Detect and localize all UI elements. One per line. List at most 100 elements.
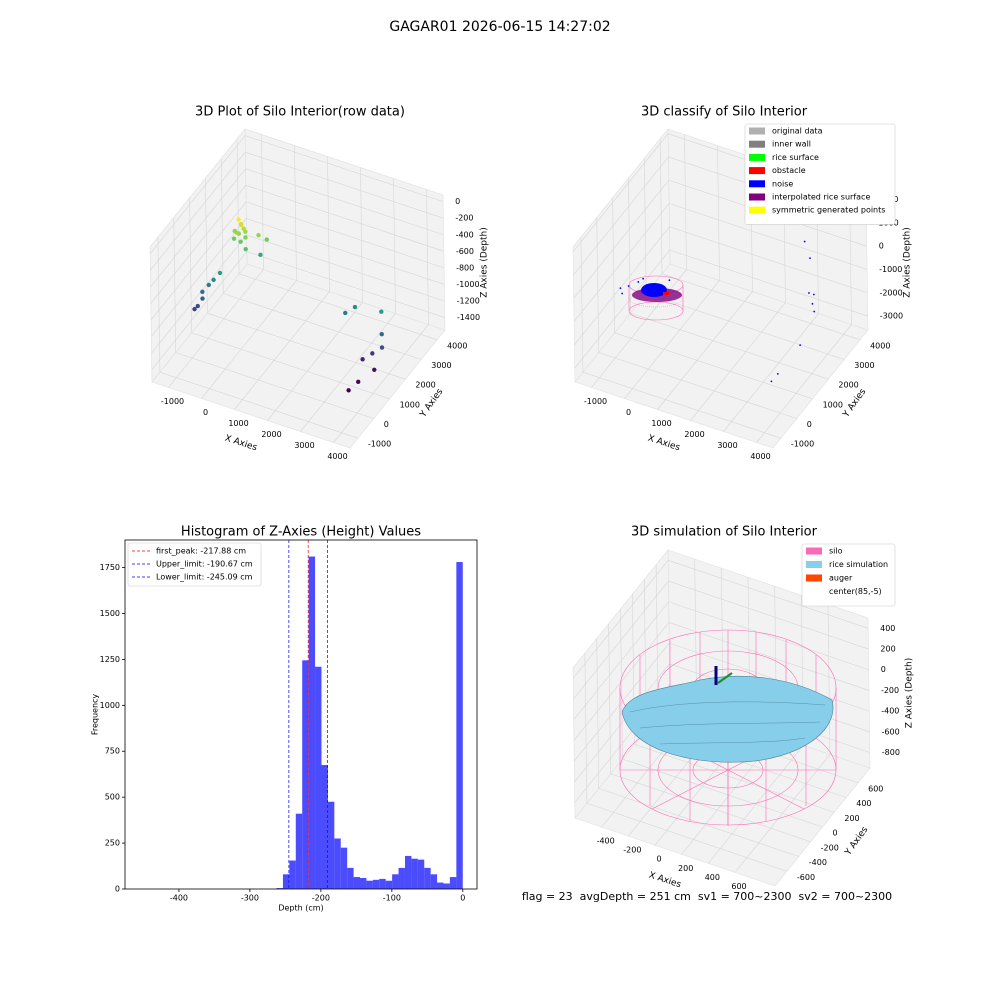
grid-line — [573, 601, 669, 720]
grid-line — [245, 135, 444, 202]
grid-line — [608, 623, 611, 774]
grid-line — [245, 151, 444, 219]
grid-line — [598, 352, 797, 419]
data-point — [343, 310, 348, 316]
histogram-bar — [347, 867, 354, 889]
histogram-bar — [404, 855, 412, 889]
y-tick-label: 400 — [856, 799, 871, 808]
panel-title: 3D classify of Silo Interior — [641, 105, 808, 120]
histogram-bar — [302, 660, 309, 889]
grid-line — [157, 237, 161, 373]
x-tick-label: 3000 — [294, 441, 314, 450]
data-point — [811, 302, 814, 305]
z-tick-label: 0 — [879, 242, 884, 251]
histogram-bar — [282, 874, 290, 889]
z-tick-label: 400 — [880, 624, 895, 633]
histogram-bar — [295, 813, 303, 889]
y-tick-label: 3000 — [854, 361, 874, 370]
grid-line — [150, 185, 247, 304]
histogram-bar — [392, 874, 399, 889]
legend-swatch — [806, 588, 822, 595]
x-tick-label: 3000 — [717, 441, 737, 450]
legend-label: noise — [772, 179, 793, 188]
silo-classify-shape — [628, 275, 684, 321]
x-tick-label: 4000 — [750, 452, 770, 461]
z-tick-label: 200 — [880, 645, 895, 654]
histogram-bar — [315, 666, 322, 889]
data-point — [256, 233, 261, 238]
grid-line — [333, 324, 429, 443]
data-point — [258, 252, 263, 258]
grid-line — [630, 312, 829, 380]
grid-line — [175, 352, 374, 419]
y-tick-label: 1500 — [100, 609, 120, 618]
grid-line — [245, 185, 444, 252]
grid-line — [300, 313, 396, 432]
data-point — [803, 240, 806, 243]
grid-line — [245, 201, 445, 269]
data-point — [200, 296, 205, 301]
y-axis-label: Y Axies — [843, 825, 871, 858]
grid-line — [668, 622, 870, 691]
panel-title: Histogram of Z-Axies (Height) Values — [181, 525, 421, 540]
x-tick-label: 4000 — [327, 452, 347, 461]
data-point — [379, 345, 385, 350]
histogram-bar — [437, 882, 444, 889]
data-point — [657, 285, 659, 288]
plot-frame — [124, 539, 478, 890]
panel-title: 3D Plot of Silo Interior(row data) — [195, 105, 405, 120]
y-tick-label: 0 — [807, 420, 812, 429]
legend-box — [801, 543, 896, 607]
x-tick-label: 0 — [203, 408, 208, 417]
z-axis-label: Z Axies (Depth) — [480, 227, 490, 298]
grid-line — [573, 203, 670, 322]
data-point — [356, 379, 361, 385]
grid-line — [189, 197, 192, 333]
grid-line — [223, 293, 422, 360]
legend-label: symmetric generated points — [772, 206, 885, 215]
legend-swatch — [806, 561, 822, 568]
data-point — [360, 357, 365, 362]
legend-swatch — [749, 140, 765, 148]
legend-label: obstacle — [772, 166, 806, 175]
legend-label: interpolated rice surface — [772, 193, 870, 202]
grid-line — [756, 324, 852, 443]
data-point — [243, 229, 248, 234]
grid-line — [246, 234, 445, 302]
z-tick-label: -600 — [456, 247, 474, 256]
y-tick-label: 1000 — [400, 400, 420, 409]
grid-line — [573, 622, 670, 741]
z-axis-label: Z Axies (Depth) — [905, 658, 915, 729]
data-point — [238, 221, 244, 227]
grid-line — [628, 178, 631, 314]
y-tick-label: 750 — [105, 747, 120, 756]
legend-label: rice surface — [772, 153, 819, 162]
histogram-bar — [308, 556, 316, 889]
grid-line — [669, 203, 868, 270]
z-tick-label: -2000 — [879, 288, 902, 297]
z-tick-label: -1000 — [879, 265, 902, 274]
legend-label: inner wall — [772, 140, 811, 149]
grid-line — [294, 145, 297, 281]
grid-line — [596, 217, 600, 353]
grid-line — [151, 218, 247, 337]
grid-line — [150, 201, 247, 321]
grid-line — [191, 332, 390, 400]
grid-line — [827, 604, 831, 755]
z-tick-label: 0 — [455, 197, 460, 206]
histogram-bar — [372, 879, 380, 889]
y-tick-label: 0 — [833, 829, 838, 838]
histogram-bar — [430, 874, 438, 889]
legend-swatch — [749, 193, 765, 201]
histogram-bar — [340, 847, 348, 889]
grid-line — [584, 653, 588, 804]
y-tick-label: -1000 — [368, 440, 391, 449]
histogram-bar — [449, 877, 457, 889]
y-tick-label: -1000 — [791, 440, 814, 449]
y-tick-label: 0 — [115, 885, 120, 894]
x-tick-label: -200 — [623, 846, 641, 855]
z-tick-label: -800 — [456, 263, 474, 272]
histogram-bar — [289, 860, 296, 889]
data-point — [642, 277, 645, 280]
